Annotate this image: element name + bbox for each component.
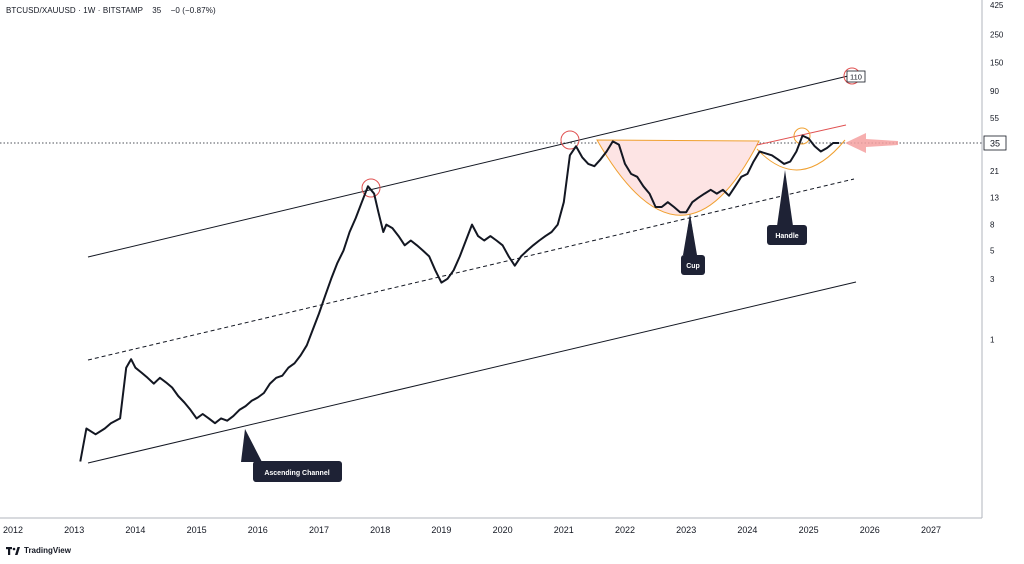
x-tick-label: 2012 [3,525,23,535]
x-tick-label: 2016 [248,525,268,535]
y-tick-label: 55 [990,114,999,123]
x-tick-label: 2017 [309,525,329,535]
target-label-box [846,70,866,83]
channel-callout: Ascending Channel [241,429,342,482]
x-tick-label: 2018 [370,525,390,535]
channel-middle-line [87,178,855,361]
peak-circle-2017 [361,178,381,198]
x-tick-label: 2014 [125,525,145,535]
x-tick-label: 2021 [554,525,574,535]
brand-watermark: TradingView [6,546,71,555]
channel-label: Ascending Channel [264,470,329,477]
handle-trend-line [756,124,847,146]
y-tick-label: 1 [990,336,995,345]
y-tick-label: 90 [990,87,999,96]
current-price-badge [983,135,1007,151]
handle-curve [756,139,846,171]
x-tick-label: 2022 [615,525,635,535]
x-tick-label: 2025 [799,525,819,535]
y-tick-label: 13 [990,194,999,203]
y-tick-label: 425 [990,1,1004,10]
symbol-header: BTCUSD/XAUUSD · 1W · BITSTAMP 35 −0 (−0.… [6,6,216,15]
last-price: 35 [152,6,162,15]
peak-circle-2021 [560,130,580,150]
symbol-name: BTCUSD/XAUUSD [6,6,76,15]
y-tick-label: 5 [990,247,995,256]
cup-shape [596,139,760,216]
y-tick-label: 250 [990,30,1004,39]
x-tick-label: 2027 [921,525,941,535]
y-tick-label: 150 [990,59,1004,68]
handle-callout: Handle [767,170,807,245]
exchange: BITSTAMP [102,6,143,15]
x-tick-label: 2015 [187,525,207,535]
y-tick-label: 3 [990,275,995,284]
interval: 1W [83,6,96,15]
handle-label: Handle [775,233,798,240]
current-price-label: 35 [990,139,1000,149]
tradingview-logo-icon [6,546,20,555]
cup-label: Cup [686,263,700,270]
x-tick-label: 2026 [860,525,880,535]
x-tick-label: 2023 [676,525,696,535]
x-tick-label: 2024 [737,525,757,535]
cup-callout: Cup [681,214,705,275]
price-series-line [79,134,840,462]
x-axis[interactable]: 2012 2013 2014 2015 2016 2017 2018 2019 2020 2021… [3,525,941,535]
target-arrow [845,133,898,153]
price-change: −0 (−0.87%) [170,6,216,15]
x-tick-label: 2019 [431,525,451,535]
y-tick-label: 8 [990,221,995,230]
brand-name: TradingView [24,546,71,555]
channel-lower-line [87,281,857,464]
y-tick-label: 21 [990,167,999,176]
target-label: 110 [850,73,862,82]
channel-upper-line [87,75,849,258]
x-tick-label: 2013 [64,525,84,535]
handle-top-circle [793,127,811,145]
x-tick-label: 2020 [493,525,513,535]
